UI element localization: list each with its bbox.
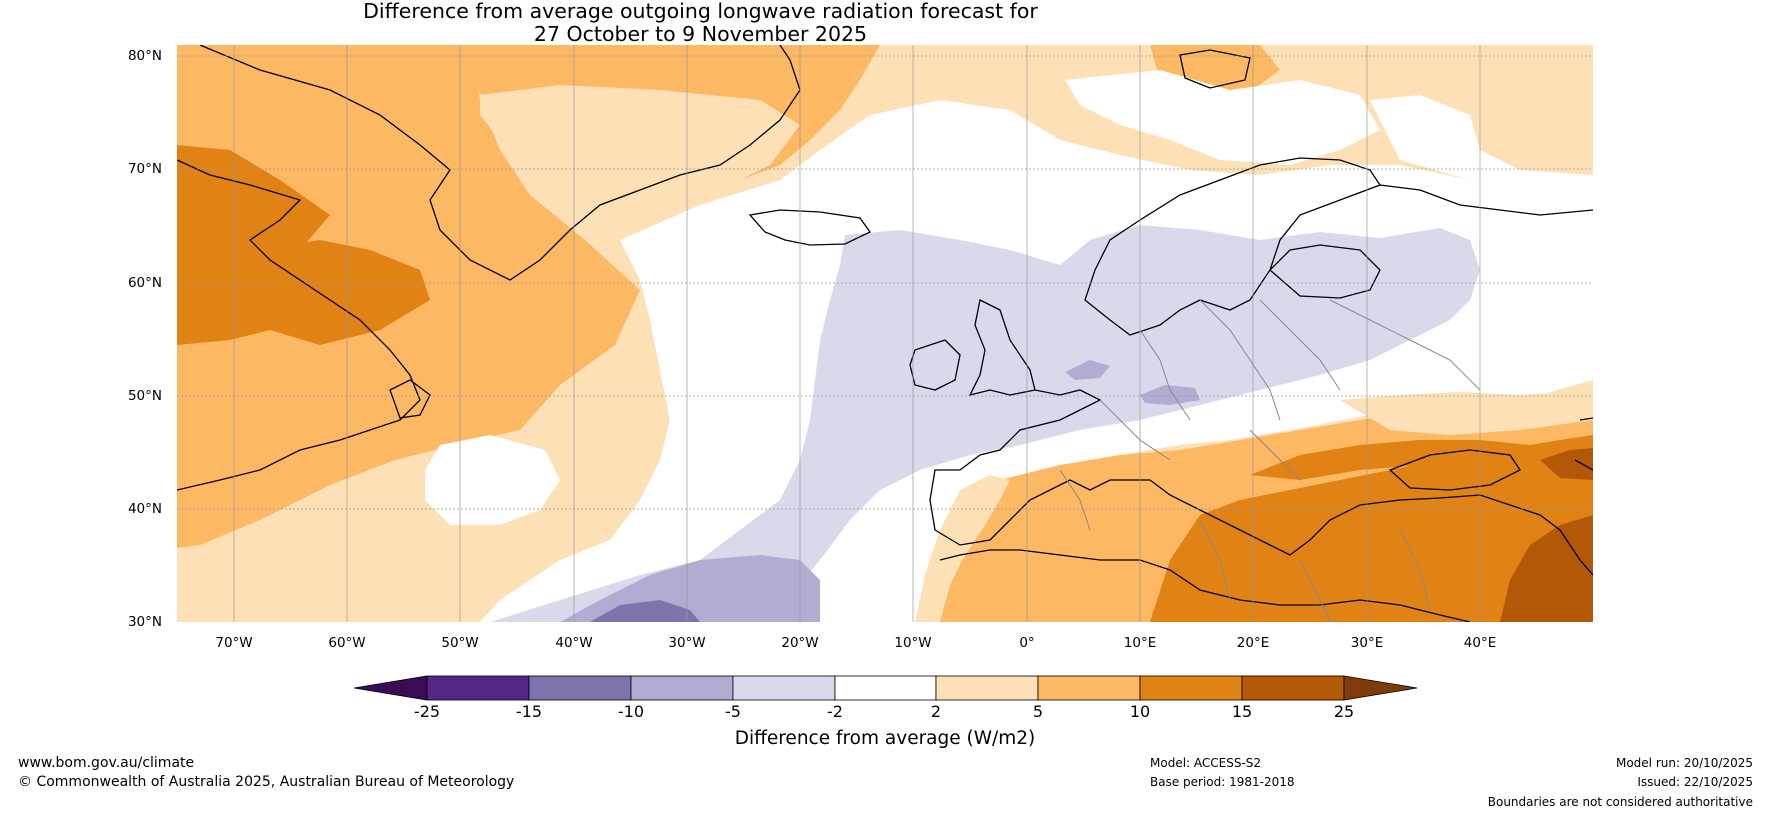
lat-label: 50°N bbox=[127, 388, 162, 404]
colorbar-bin bbox=[528, 675, 632, 701]
lon-label: 0° bbox=[1019, 635, 1035, 651]
model-run: Model run: 20/10/2025 bbox=[1615, 756, 1753, 770]
lon-label: 30°W bbox=[668, 635, 706, 651]
colorbar-tick: -10 bbox=[617, 702, 645, 721]
field-west-white bbox=[425, 435, 560, 525]
colorbar-tick: 25 bbox=[1333, 702, 1355, 721]
coast-great-britain bbox=[968, 299, 1036, 396]
lon-label: 20°W bbox=[781, 635, 819, 651]
coast-ireland bbox=[909, 339, 961, 391]
lat-label: 60°N bbox=[127, 275, 162, 291]
title-line-1: Difference from average outgoing longwav… bbox=[363, 0, 1038, 23]
coast-europe-atlantic bbox=[929, 389, 1593, 576]
border-network bbox=[1059, 299, 1481, 622]
colorbar-bin bbox=[1037, 675, 1141, 701]
lon-label: 10°E bbox=[1123, 635, 1157, 651]
field-lilac-central bbox=[1065, 360, 1110, 380]
field-hudson-deep bbox=[177, 240, 430, 345]
colorbar-high-extend bbox=[1343, 675, 1418, 701]
lat-label: 70°N bbox=[127, 161, 162, 177]
field-lilac-eastern bbox=[1140, 385, 1200, 405]
disclaimer: Boundaries are not considered authoritat… bbox=[1487, 795, 1753, 809]
field-anatolia-hot bbox=[1540, 448, 1593, 480]
field-levant-hot bbox=[1500, 515, 1593, 622]
graticule bbox=[177, 45, 1593, 622]
coast-greenland bbox=[199, 45, 801, 281]
coast-black-sea bbox=[1388, 449, 1521, 491]
coast-scandinavia bbox=[1084, 157, 1381, 336]
copyright-text: © Commonwealth of Australia 2025, Austra… bbox=[18, 774, 515, 790]
country-borders bbox=[1059, 299, 1481, 622]
colorbar-tick: -5 bbox=[725, 702, 741, 721]
coast-labrador bbox=[177, 159, 421, 491]
colorbar-tick: 5 bbox=[1032, 702, 1044, 721]
colorbar-tick: 15 bbox=[1231, 702, 1253, 721]
lon-label: 10°W bbox=[894, 635, 932, 651]
colorbar-tick: 2 bbox=[930, 702, 942, 721]
field-north-light bbox=[480, 85, 800, 200]
field-med-light bbox=[915, 475, 1010, 622]
lat-label: 30°N bbox=[127, 614, 162, 630]
model-name: Model: ACCESS-S2 bbox=[1150, 756, 1262, 770]
colorbar bbox=[353, 675, 1418, 701]
coast-caspian bbox=[1574, 417, 1593, 471]
title-line-2: 27 October to 9 November 2025 bbox=[533, 22, 868, 46]
field-barents-white bbox=[1370, 95, 1593, 200]
field-africa-deep bbox=[1150, 435, 1593, 622]
colorbar-tick: 10 bbox=[1129, 702, 1151, 721]
lon-label: 50°W bbox=[441, 635, 479, 651]
coast-finland bbox=[1269, 244, 1381, 299]
issued-date: Issued: 22/10/2025 bbox=[1637, 775, 1753, 789]
coast-svalbard bbox=[1179, 49, 1251, 89]
field-east-light bbox=[1340, 390, 1593, 435]
lat-label: 40°N bbox=[127, 501, 162, 517]
colorbar-bin bbox=[426, 675, 530, 701]
lon-label: 40°E bbox=[1463, 635, 1497, 651]
base-period: Base period: 1981-2018 bbox=[1150, 775, 1295, 789]
colorbar-tick: -2 bbox=[827, 702, 843, 721]
field-purple-southwest bbox=[590, 600, 700, 622]
field-lavender-main bbox=[600, 225, 1480, 622]
lon-label: 30°E bbox=[1350, 635, 1384, 651]
colorbar-tick: -15 bbox=[515, 702, 543, 721]
lon-label: 70°W bbox=[215, 635, 253, 651]
colorbar-bin bbox=[935, 675, 1039, 701]
coast-newfoundland bbox=[389, 379, 431, 419]
coast-north-africa bbox=[939, 549, 1471, 622]
lon-label: 40°W bbox=[555, 635, 593, 651]
lon-label: 60°W bbox=[328, 635, 366, 651]
lat-label: 80°N bbox=[127, 48, 162, 64]
colorbar-bin bbox=[1241, 675, 1345, 701]
field-arctic-white bbox=[1065, 70, 1380, 165]
field-aegean-deep bbox=[1250, 440, 1530, 480]
website-link[interactable]: www.bom.gov.au/climate bbox=[18, 755, 195, 771]
colorbar-low-extend bbox=[353, 675, 428, 701]
colorbar-label: Difference from average (W/m2) bbox=[734, 728, 1036, 749]
lon-label: 20°E bbox=[1236, 635, 1270, 651]
colorbar-bin bbox=[732, 675, 836, 701]
colorbar-bin bbox=[630, 675, 734, 701]
map-title: Difference from average outgoing longwav… bbox=[0, 0, 1401, 46]
colorbar-tick: -25 bbox=[413, 702, 441, 721]
colorbar-bin bbox=[1139, 675, 1243, 701]
colorbar-bin bbox=[834, 675, 937, 701]
